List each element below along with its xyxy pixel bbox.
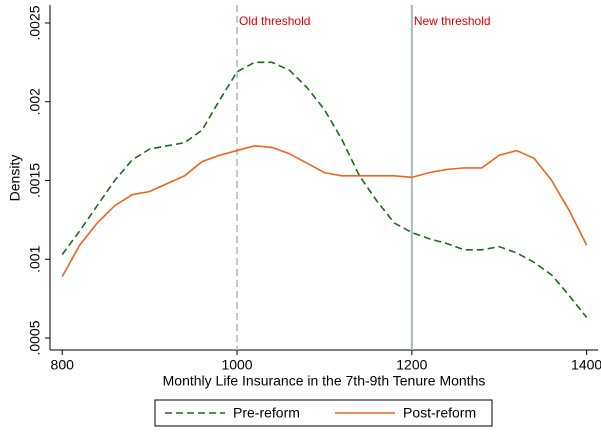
annotation: Old threshold <box>239 14 310 28</box>
x-tick-label: 1400 <box>571 357 601 373</box>
series-line <box>61 145 588 277</box>
x-axis-label: Monthly Life Insurance in the 7th-9th Te… <box>163 373 486 389</box>
x-tick-label: 800 <box>51 357 75 373</box>
y-tick-label: .002 <box>27 88 43 115</box>
legend-label: Pre-reform <box>233 405 300 421</box>
x-tick-label: 1000 <box>221 357 252 373</box>
y-tick-label: .0015 <box>27 163 43 198</box>
legend-label: Post-reform <box>403 405 476 421</box>
y-tick-label: .0005 <box>27 320 43 355</box>
y-tick-label: .0025 <box>27 5 43 40</box>
y-tick-label: .001 <box>27 245 43 272</box>
x-tick-label: 1200 <box>396 357 427 373</box>
annotation: New threshold <box>414 14 491 28</box>
y-axis-label: Density <box>7 155 23 202</box>
series-line <box>61 61 588 319</box>
